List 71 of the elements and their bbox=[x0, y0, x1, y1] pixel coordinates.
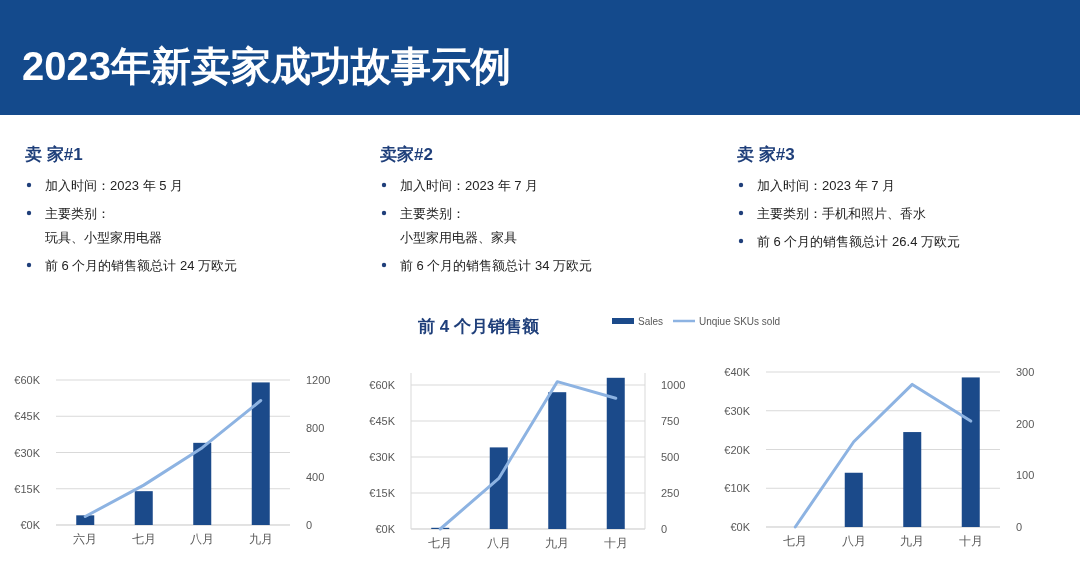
chart-title: 前 4 个月销售额 bbox=[417, 317, 540, 336]
x-tick-label: 九月 bbox=[545, 536, 570, 550]
y2-tick-label: 0 bbox=[661, 523, 668, 535]
text: 加入时间：2023 年 7 月 bbox=[400, 178, 538, 193]
bar bbox=[251, 382, 270, 525]
text: 卖 家#1 bbox=[25, 145, 83, 164]
y-tick-label: €0K bbox=[20, 519, 41, 531]
y-tick-label: €20K bbox=[724, 443, 751, 456]
y2-tick-label: 0 bbox=[306, 519, 313, 531]
y-tick-label: €15K bbox=[14, 482, 41, 495]
bar bbox=[489, 447, 508, 529]
y-tick-label: €30K bbox=[14, 446, 41, 459]
text: 加入时间：2023 年 5 月 bbox=[45, 178, 183, 193]
bar bbox=[193, 442, 212, 525]
y-tick-label: €60K bbox=[14, 374, 41, 386]
x-tick-label: 九月 bbox=[248, 532, 273, 546]
x-tick-label: 八月 bbox=[190, 532, 215, 546]
y-tick-label: €15K bbox=[369, 487, 396, 499]
text: 主要类别： bbox=[45, 206, 110, 221]
legend-label: Sales bbox=[638, 315, 664, 327]
bar bbox=[548, 392, 567, 529]
x-tick-label: 七月 bbox=[131, 532, 156, 546]
bar bbox=[76, 515, 95, 525]
x-tick-label: 八月 bbox=[486, 536, 511, 550]
text: 小型家用电器、家具 bbox=[400, 230, 517, 245]
text: 前 6 个月的销售额总计 24 万欧元 bbox=[45, 258, 238, 273]
line-series bbox=[438, 380, 618, 531]
bar bbox=[606, 377, 625, 529]
y2-tick-label: 200 bbox=[1016, 417, 1035, 430]
y-tick-label: €0K bbox=[730, 521, 751, 533]
bar bbox=[844, 472, 863, 527]
y2-tick-label: 100 bbox=[1016, 469, 1035, 482]
y2-tick-label: 800 bbox=[306, 422, 325, 435]
text: 主要类别： bbox=[400, 206, 465, 221]
y-tick-label: €45K bbox=[14, 410, 41, 423]
y2-tick-label: 0 bbox=[1016, 521, 1023, 533]
y-tick-label: €30K bbox=[724, 404, 751, 417]
y2-tick-label: 500 bbox=[661, 450, 680, 463]
y-tick-label: €10K bbox=[724, 482, 751, 495]
bar bbox=[961, 377, 980, 527]
legend-label: Unqiue SKUs sold bbox=[699, 315, 781, 327]
y2-tick-label: 250 bbox=[661, 486, 680, 499]
y-tick-label: €30K bbox=[369, 451, 396, 463]
x-tick-label: 十月 bbox=[958, 534, 983, 548]
y-tick-label: €40K bbox=[724, 366, 751, 378]
y-tick-label: €60K bbox=[369, 379, 396, 391]
text: 前 6 个月的销售额总计 34 万欧元 bbox=[400, 258, 593, 273]
line-series bbox=[793, 382, 973, 529]
y2-tick-label: 1000 bbox=[661, 378, 686, 391]
text: 玩具、小型家用电器 bbox=[45, 230, 162, 245]
x-tick-label: 七月 bbox=[783, 534, 808, 548]
x-tick-label: 八月 bbox=[841, 534, 866, 548]
x-tick-label: 六月 bbox=[73, 532, 98, 546]
x-tick-label: 十月 bbox=[603, 536, 628, 550]
x-tick-label: 七月 bbox=[428, 536, 453, 550]
text: 主要类别：手机和照片、香水 bbox=[757, 206, 926, 221]
y2-tick-label: 300 bbox=[1016, 366, 1035, 378]
y-tick-label: €45K bbox=[369, 415, 396, 427]
bar bbox=[903, 432, 922, 527]
text: 前 6 个月的销售额总计 26.4 万欧元 bbox=[757, 234, 960, 249]
x-tick-label: 九月 bbox=[900, 534, 925, 548]
text: 卖 家#3 bbox=[737, 145, 795, 164]
y-tick-label: €0K bbox=[375, 523, 396, 535]
text: 卖家#2 bbox=[380, 145, 433, 164]
text: 2023年新卖家成功故事示例 bbox=[22, 44, 511, 88]
y2-tick-label: 400 bbox=[306, 470, 325, 483]
text: 加入时间：2023 年 7 月 bbox=[757, 178, 895, 193]
line-series bbox=[83, 399, 263, 519]
bar bbox=[134, 491, 153, 525]
y2-tick-label: 1200 bbox=[306, 374, 331, 386]
y2-tick-label: 750 bbox=[661, 414, 680, 427]
